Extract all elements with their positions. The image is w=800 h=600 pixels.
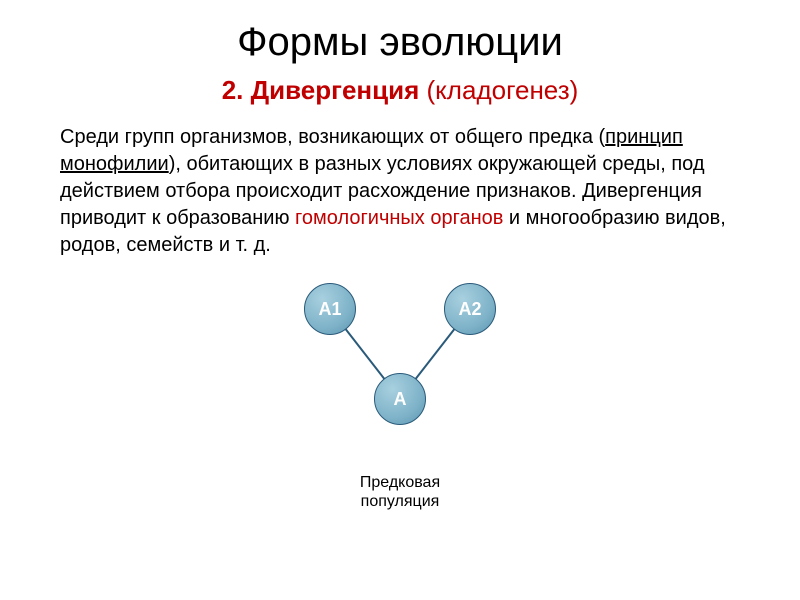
body-red: гомологичных органов bbox=[295, 207, 503, 229]
subtitle-alt: (кладогенез) bbox=[426, 75, 578, 105]
subtitle-term: Дивергенция bbox=[251, 75, 420, 105]
diagram-caption: Предковая популяция bbox=[50, 473, 750, 511]
subtitle-number: 2. bbox=[222, 75, 244, 105]
diagram-node-a1: А1 bbox=[304, 283, 356, 335]
diagram-node-a: А bbox=[374, 373, 426, 425]
divergence-diagram: А1 А2 А bbox=[240, 279, 560, 469]
diagram-node-a2: А2 bbox=[444, 283, 496, 335]
caption-line2: популяция bbox=[361, 493, 440, 510]
caption-line1: Предковая bbox=[360, 474, 440, 491]
body-paragraph: Среди групп организмов, возникающих от о… bbox=[50, 124, 750, 259]
body-pre: Среди групп организмов, возникающих от о… bbox=[60, 126, 605, 148]
slide-title: Формы эволюции bbox=[50, 20, 750, 65]
slide-subtitle: 2. Дивергенция (кладогенез) bbox=[50, 75, 750, 106]
